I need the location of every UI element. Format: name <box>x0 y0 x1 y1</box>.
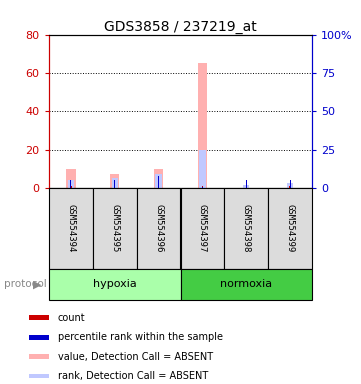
Bar <box>29 316 49 320</box>
Text: value, Detection Call = ABSENT: value, Detection Call = ABSENT <box>58 352 213 362</box>
Bar <box>136 188 180 269</box>
Bar <box>114 180 115 188</box>
Text: GSM554397: GSM554397 <box>198 204 207 253</box>
Text: GSM554399: GSM554399 <box>286 204 295 253</box>
Bar <box>93 188 136 269</box>
Bar <box>110 174 119 188</box>
Bar <box>49 269 180 300</box>
Text: count: count <box>58 313 86 323</box>
Text: ▶: ▶ <box>32 279 41 289</box>
Text: protocol: protocol <box>4 279 46 289</box>
Bar <box>158 176 159 188</box>
Bar <box>225 188 268 269</box>
Text: percentile rank within the sample: percentile rank within the sample <box>58 332 223 342</box>
Bar <box>290 186 291 188</box>
Bar <box>70 180 71 188</box>
Bar <box>29 374 49 378</box>
Bar <box>112 178 118 188</box>
Bar <box>158 186 160 188</box>
Bar <box>154 169 164 188</box>
Bar <box>246 180 247 188</box>
Text: GSM554394: GSM554394 <box>66 204 75 253</box>
Title: GDS3858 / 237219_at: GDS3858 / 237219_at <box>104 20 257 33</box>
Bar <box>290 180 291 188</box>
Text: GSM554395: GSM554395 <box>110 204 119 253</box>
Bar <box>29 354 49 359</box>
Bar <box>68 180 74 188</box>
Bar <box>49 188 93 269</box>
Bar <box>156 174 162 188</box>
Bar <box>287 183 293 188</box>
Text: GSM554396: GSM554396 <box>154 204 163 253</box>
Bar <box>70 186 71 188</box>
Bar <box>197 63 207 188</box>
Text: normoxia: normoxia <box>220 279 273 289</box>
Bar <box>199 150 205 188</box>
Bar <box>114 186 116 188</box>
Bar <box>201 186 203 188</box>
Bar <box>243 185 249 188</box>
Bar <box>245 187 247 188</box>
Bar <box>180 269 312 300</box>
Bar <box>66 169 75 188</box>
Bar <box>29 335 49 340</box>
Bar <box>202 187 203 188</box>
Text: GSM554398: GSM554398 <box>242 204 251 253</box>
Text: hypoxia: hypoxia <box>93 279 136 289</box>
Bar <box>268 188 312 269</box>
Text: rank, Detection Call = ABSENT: rank, Detection Call = ABSENT <box>58 371 208 381</box>
Bar <box>180 188 225 269</box>
